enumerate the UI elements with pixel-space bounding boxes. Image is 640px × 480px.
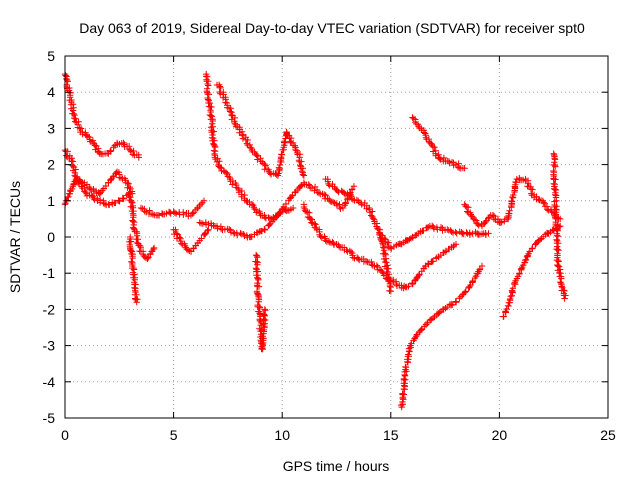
series-10 <box>252 251 269 353</box>
x-tick-label: 10 <box>274 427 290 443</box>
data-point <box>205 226 212 233</box>
chart-title: Day 063 of 2019, Sidereal Day-to-day VTE… <box>79 20 585 36</box>
series-14 <box>397 262 486 411</box>
data-point <box>561 295 568 302</box>
x-tick-label: 15 <box>383 427 399 443</box>
data-point-trail <box>410 115 467 172</box>
data-point-trail <box>397 265 484 409</box>
y-tick-label: 3 <box>47 120 55 136</box>
series-5 <box>137 197 208 220</box>
series-12 <box>322 175 394 295</box>
series-1 <box>61 70 142 161</box>
series-6 <box>170 226 212 255</box>
series-11 <box>300 201 460 292</box>
data-point-trail <box>126 235 141 303</box>
y-tick-label: -2 <box>43 301 56 317</box>
y-axis-ticks: -5 -4 -3 -2 -1 0 1 2 3 4 5 <box>43 48 608 426</box>
x-tick-label: 5 <box>170 427 178 443</box>
y-tick-label: -3 <box>43 338 56 354</box>
series-13 <box>376 222 492 252</box>
data-point-trail <box>252 252 269 353</box>
x-axis-label: GPS time / hours <box>283 458 390 474</box>
series-8 <box>213 81 308 179</box>
series-16 <box>461 174 564 230</box>
data-point-trail <box>62 72 142 159</box>
y-tick-label: 0 <box>47 229 55 245</box>
series-3 <box>61 146 158 262</box>
series-4 <box>126 233 141 306</box>
y-tick-label: -5 <box>43 410 56 426</box>
data-points <box>61 70 569 411</box>
data-point <box>127 146 134 154</box>
y-tick-label: 5 <box>47 48 55 64</box>
data-point-trail <box>62 148 157 262</box>
x-tick-label: 0 <box>61 427 69 443</box>
y-tick-label: 4 <box>47 84 55 100</box>
series-9 <box>196 179 358 241</box>
data-point-trail <box>139 199 206 220</box>
data-point-trail <box>171 226 211 255</box>
data-point-trail <box>377 222 490 252</box>
data-point-trail <box>197 181 356 241</box>
data-point-trail <box>462 174 562 229</box>
y-tick-label: 1 <box>47 193 55 209</box>
x-tick-label: 20 <box>492 427 508 443</box>
x-tick-label: 25 <box>600 427 616 443</box>
data-point-trail <box>215 81 307 178</box>
series-18 <box>550 150 569 302</box>
y-tick-label: -4 <box>43 374 56 390</box>
y-axis-label: SDTVAR / TECUs <box>7 181 23 293</box>
series-17 <box>500 222 564 320</box>
data-point-trail <box>500 223 563 320</box>
y-tick-label: 2 <box>47 157 55 173</box>
y-tick-label: -1 <box>43 265 56 281</box>
x-axis-ticks: 0 5 10 15 20 25 <box>61 56 616 443</box>
data-point <box>300 172 308 179</box>
series-15 <box>409 114 468 172</box>
data-point <box>137 204 145 212</box>
data-point-trail <box>550 151 569 299</box>
data-point <box>196 219 203 226</box>
